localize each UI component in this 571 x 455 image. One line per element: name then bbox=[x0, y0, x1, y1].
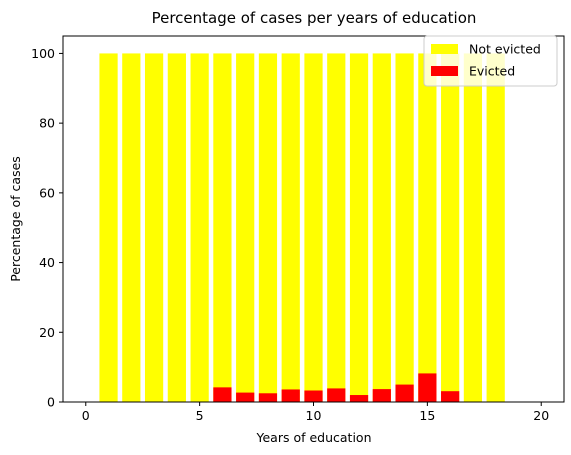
bar-evicted-9 bbox=[281, 389, 300, 402]
bar-not-evicted-10 bbox=[304, 53, 323, 403]
bar-not-evicted-8 bbox=[258, 53, 278, 403]
bar-not-evicted-11 bbox=[327, 53, 346, 403]
bar-evicted-10 bbox=[304, 390, 323, 402]
y-axis-label: Percentage of cases bbox=[8, 156, 23, 282]
bar-evicted-16 bbox=[441, 391, 460, 402]
x-axis-label: Years of education bbox=[256, 430, 372, 445]
bar-not-evicted-12 bbox=[349, 53, 369, 403]
legend-swatch-evicted bbox=[431, 66, 458, 76]
bar-not-evicted-16 bbox=[441, 53, 460, 403]
x-axis-ticks: 0 5 10 15 20 bbox=[82, 402, 549, 423]
x-tick-label: 5 bbox=[196, 408, 204, 423]
bar-evicted-15 bbox=[418, 373, 437, 402]
x-tick-label: 15 bbox=[419, 408, 435, 423]
legend-label-evicted: Evicted bbox=[469, 64, 515, 79]
bar-not-evicted-9 bbox=[281, 53, 300, 403]
bar-not-evicted-6 bbox=[213, 53, 232, 403]
bar-not-evicted-4 bbox=[167, 53, 186, 403]
bar-evicted-7 bbox=[236, 392, 255, 402]
bar-not-evicted-14 bbox=[395, 53, 414, 403]
y-tick-label: 0 bbox=[47, 395, 55, 410]
x-tick-label: 20 bbox=[533, 408, 549, 423]
bar-evicted-8 bbox=[258, 393, 278, 402]
bar-not-evicted-7 bbox=[236, 53, 255, 403]
y-tick-label: 100 bbox=[31, 46, 55, 61]
bar-not-evicted-13 bbox=[372, 53, 391, 403]
y-tick-label: 40 bbox=[39, 255, 55, 270]
x-tick-label: 0 bbox=[82, 408, 90, 423]
y-tick-label: 60 bbox=[39, 185, 55, 200]
bar-not-evicted-18 bbox=[486, 53, 505, 403]
bar-evicted-11 bbox=[327, 388, 346, 402]
y-tick-label: 20 bbox=[39, 325, 55, 340]
bar-evicted-12 bbox=[349, 395, 369, 402]
bar-not-evicted-17 bbox=[463, 53, 483, 403]
bar-not-evicted-2 bbox=[122, 53, 141, 403]
legend: Not evicted Evicted bbox=[423, 35, 558, 87]
chart-title: Percentage of cases per years of educati… bbox=[152, 9, 477, 27]
bar-not-evicted-5 bbox=[190, 53, 209, 403]
legend-swatch-not-evicted bbox=[431, 44, 458, 54]
y-tick-label: 80 bbox=[39, 116, 55, 131]
legend-label-not-evicted: Not evicted bbox=[469, 42, 541, 57]
bars-group bbox=[99, 53, 505, 403]
bar-not-evicted-3 bbox=[144, 53, 164, 403]
x-tick-label: 10 bbox=[306, 408, 322, 423]
bar-evicted-14 bbox=[395, 384, 414, 402]
bar-not-evicted-15 bbox=[418, 53, 437, 403]
bar-evicted-13 bbox=[372, 389, 391, 402]
y-axis-ticks: 0 20 40 60 80 100 bbox=[31, 46, 63, 410]
bar-not-evicted-1 bbox=[99, 53, 118, 403]
bar-evicted-6 bbox=[213, 387, 232, 402]
